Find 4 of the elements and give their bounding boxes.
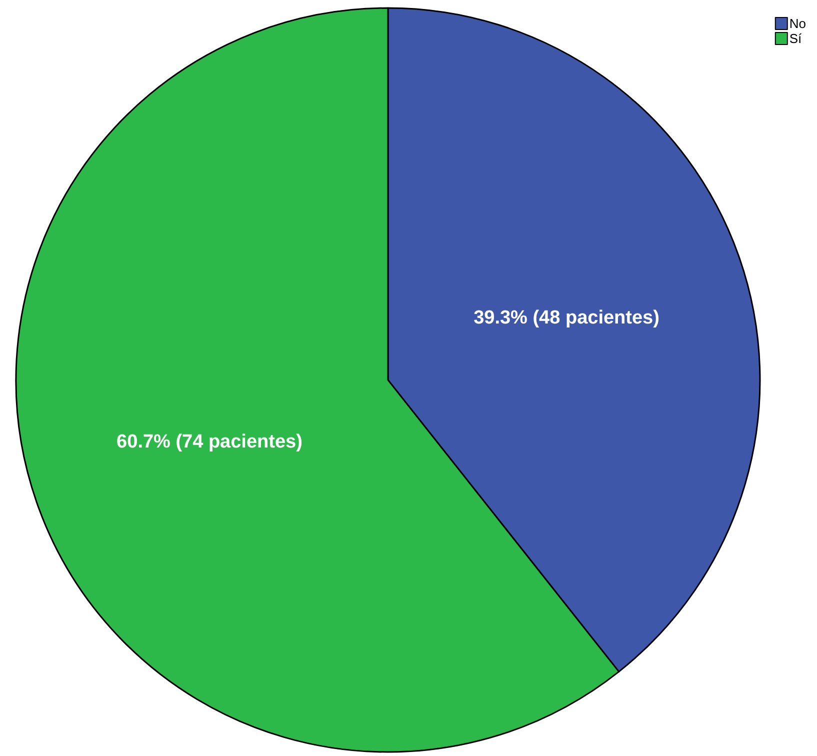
legend-label: Sí	[789, 31, 802, 46]
data-label: 60.7% (74 pacientes)	[116, 432, 302, 453]
legend-label: No	[789, 16, 806, 31]
data-label: 39.3% (48 pacientes)	[474, 307, 660, 328]
